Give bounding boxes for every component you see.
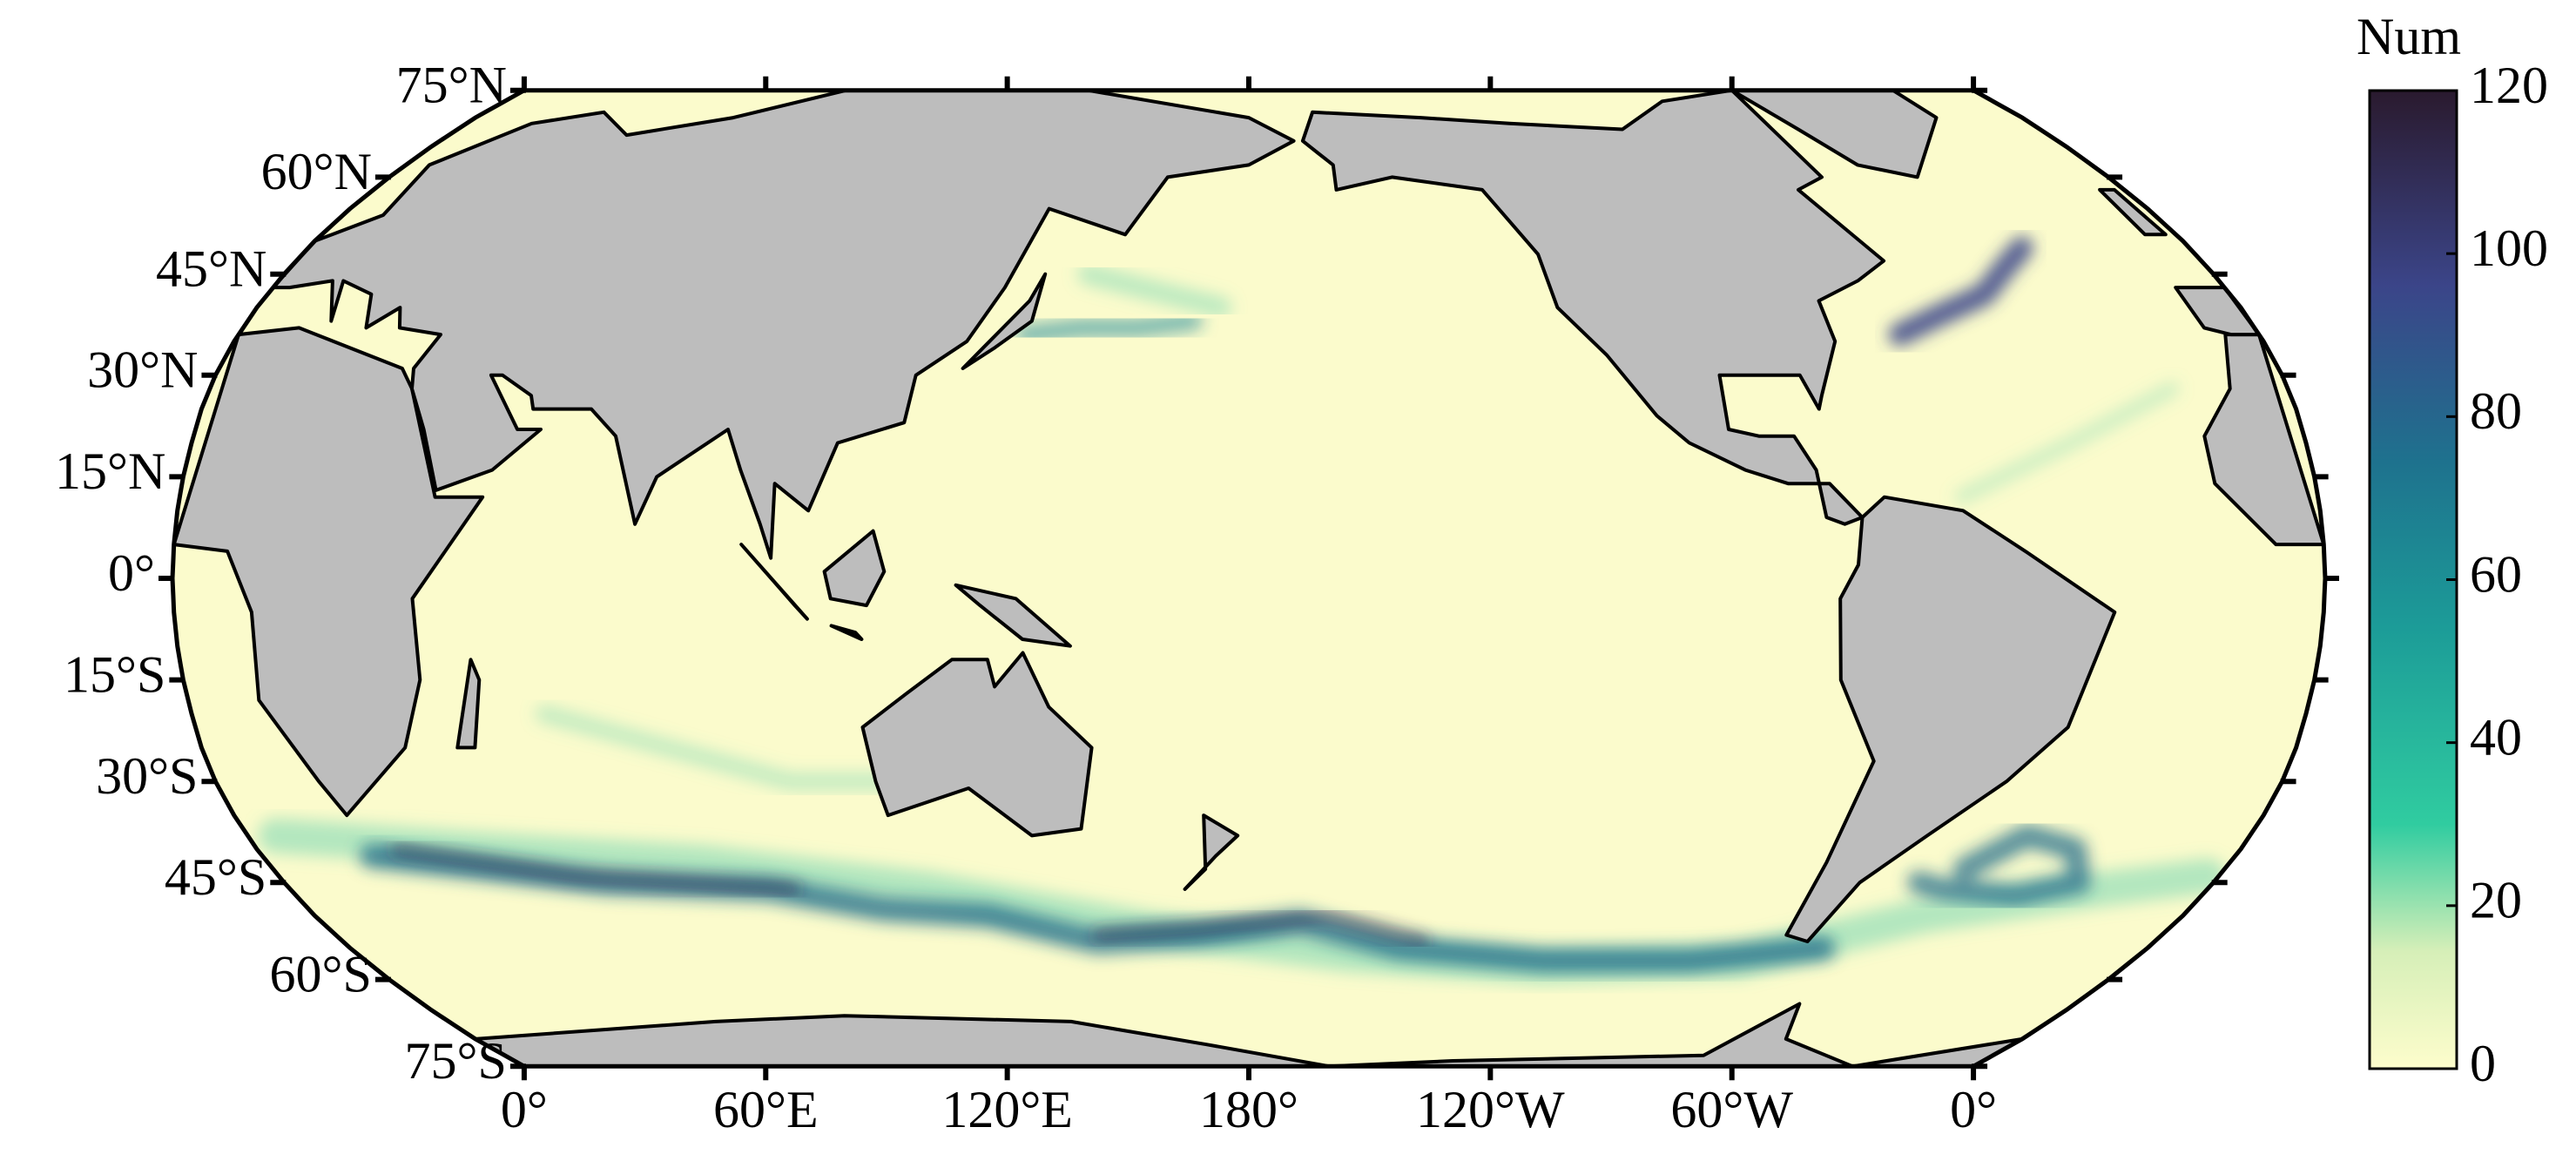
lon-label: 180° bbox=[1199, 1081, 1298, 1138]
colorbar-tick-label: 80 bbox=[2470, 382, 2522, 440]
lon-label: 60°W bbox=[1670, 1081, 1793, 1138]
lat-label: 15°N bbox=[55, 442, 165, 500]
land bbox=[822, 529, 887, 608]
map bbox=[170, 88, 2328, 1069]
lon-label: 120°E bbox=[941, 1081, 1073, 1138]
land bbox=[860, 651, 1094, 838]
lon-label: 0° bbox=[1950, 1081, 1997, 1138]
intensity-band bbox=[1092, 911, 1430, 946]
intensity-band bbox=[390, 844, 801, 894]
land bbox=[1300, 90, 1886, 526]
land bbox=[1784, 495, 2117, 943]
colorbar-tick-label: 100 bbox=[2470, 219, 2548, 277]
intensity-band bbox=[535, 705, 914, 791]
land bbox=[1183, 813, 1240, 891]
lon-label: 120°W bbox=[1416, 1081, 1565, 1138]
colorbar-tick-label: 40 bbox=[2470, 708, 2522, 766]
intensity-band bbox=[1077, 263, 1232, 319]
lat-label: 30°N bbox=[87, 341, 198, 399]
lon-label: 60°E bbox=[713, 1081, 819, 1138]
lat-label: 45°N bbox=[156, 240, 266, 297]
intensity-band bbox=[1907, 824, 2091, 908]
lat-label: 60°S bbox=[270, 945, 372, 1002]
land bbox=[739, 543, 809, 621]
land bbox=[473, 1002, 2025, 1067]
intensity-band bbox=[1954, 381, 2180, 504]
colorbar-tick-label: 120 bbox=[2470, 57, 2548, 114]
lat-label: 30°S bbox=[96, 747, 198, 805]
lat-label: 75°N bbox=[396, 56, 507, 113]
land bbox=[172, 326, 485, 818]
land bbox=[455, 658, 482, 750]
colorbar-tick-label: 0 bbox=[2470, 1035, 2496, 1092]
lat-label: 60°N bbox=[261, 143, 372, 200]
colorbar bbox=[2368, 89, 2458, 1070]
intensity-band bbox=[258, 818, 2226, 985]
colorbar-title: Num bbox=[2357, 8, 2461, 65]
intensity-band bbox=[360, 843, 1836, 973]
lon-label: 0° bbox=[501, 1081, 548, 1138]
land bbox=[961, 272, 1048, 370]
land bbox=[829, 624, 864, 641]
land bbox=[954, 583, 1072, 648]
lat-label: 75°S bbox=[405, 1032, 507, 1090]
map-content bbox=[172, 90, 2325, 1067]
lat-label: 45°S bbox=[165, 848, 266, 906]
intensity-band bbox=[1888, 236, 2033, 347]
land bbox=[2098, 187, 2168, 237]
intensity-band bbox=[1015, 311, 1204, 345]
lat-label: 0° bbox=[108, 544, 155, 602]
colorbar-tick-label: 20 bbox=[2470, 872, 2522, 929]
lat-label: 15°S bbox=[64, 645, 165, 703]
land bbox=[2202, 333, 2325, 547]
colorbar-tick-label: 60 bbox=[2470, 545, 2522, 603]
